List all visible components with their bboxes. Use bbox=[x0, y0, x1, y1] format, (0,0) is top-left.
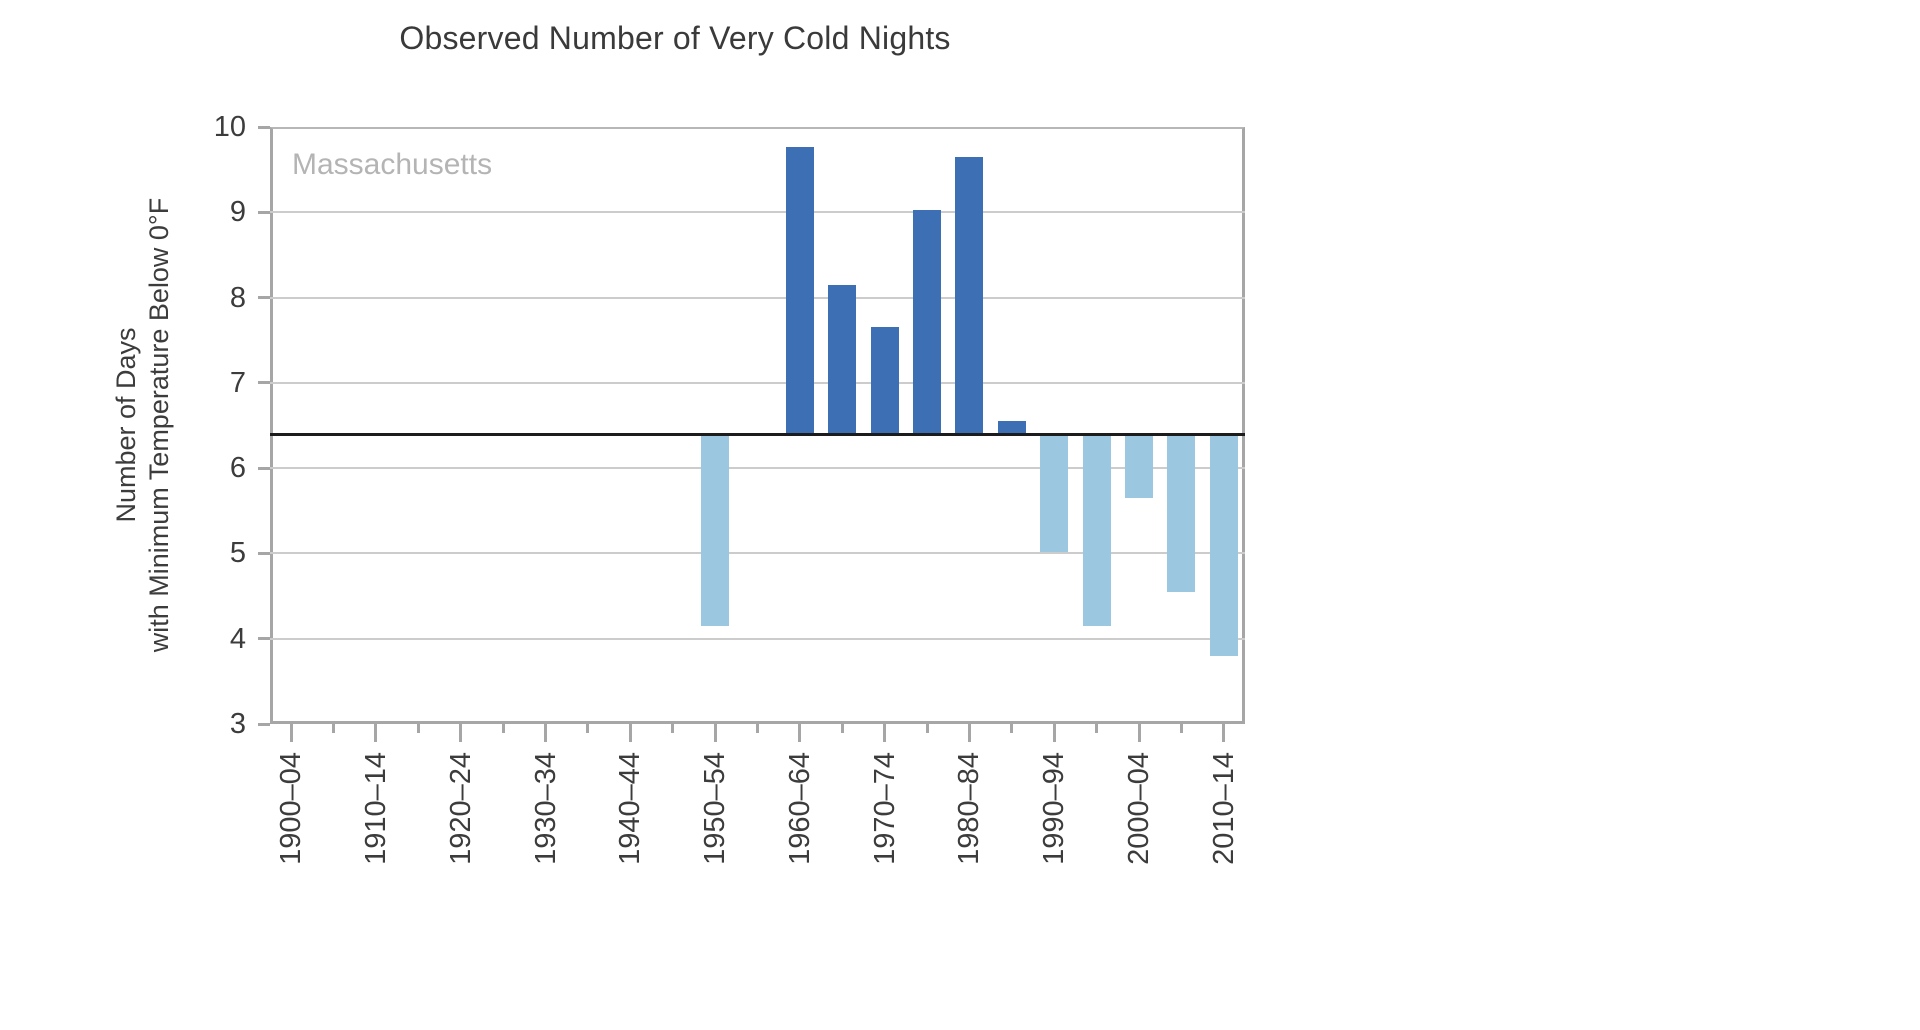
y-tick-3 bbox=[258, 722, 270, 726]
x-tick-2010–14 bbox=[1222, 724, 1226, 742]
bar-1985–89 bbox=[997, 421, 1026, 435]
x-tick-1930–34 bbox=[544, 724, 548, 742]
x-tick-label-1920–24: 1920–24 bbox=[444, 752, 477, 865]
baseline-average bbox=[270, 432, 1245, 436]
x-tick-1935–39 bbox=[586, 724, 590, 733]
bar-1980–84 bbox=[955, 156, 984, 435]
gridline-8 bbox=[270, 296, 1245, 299]
y-tick-6 bbox=[258, 466, 270, 470]
x-tick-1990–94 bbox=[1052, 724, 1056, 742]
bar-1965–69 bbox=[828, 284, 857, 435]
x-tick-1965–69 bbox=[840, 724, 844, 733]
y-tick-7 bbox=[258, 381, 270, 385]
y-tick-5 bbox=[258, 551, 270, 555]
gridline-9 bbox=[270, 211, 1245, 214]
y-tick-label-6: 6 bbox=[229, 452, 246, 485]
x-tick-label-1960–64: 1960–64 bbox=[783, 752, 816, 865]
bar-1970–74 bbox=[870, 327, 899, 434]
y-tick-label-5: 5 bbox=[229, 537, 246, 570]
x-tick-1980–84 bbox=[967, 724, 971, 742]
x-tick-1945–49 bbox=[671, 724, 675, 733]
x-tick-1925–29 bbox=[501, 724, 505, 733]
bar-1975–79 bbox=[913, 209, 942, 435]
x-tick-1905–09 bbox=[332, 724, 336, 733]
x-tick-1995–99 bbox=[1095, 724, 1099, 733]
bar-1995–99 bbox=[1082, 434, 1111, 626]
x-tick-label-1900–04: 1900–04 bbox=[275, 752, 308, 865]
gridline-7 bbox=[270, 381, 1245, 384]
x-tick-1950–54 bbox=[713, 724, 717, 742]
x-tick-1910–14 bbox=[374, 724, 378, 742]
x-tick-1955–59 bbox=[756, 724, 759, 733]
x-tick-2005–09 bbox=[1179, 724, 1183, 733]
y-tick-10 bbox=[258, 125, 270, 129]
plot-area bbox=[270, 127, 1245, 724]
x-tick-label-1950–54: 1950–54 bbox=[699, 752, 732, 865]
x-tick-label-1930–34: 1930–34 bbox=[529, 752, 562, 865]
gridline-5 bbox=[270, 552, 1245, 555]
x-tick-label-1980–84: 1980–84 bbox=[953, 752, 986, 865]
gridline-6 bbox=[270, 467, 1245, 470]
x-tick-label-1940–44: 1940–44 bbox=[614, 752, 647, 865]
bar-2010–14 bbox=[1209, 434, 1238, 656]
x-tick-1975–79 bbox=[925, 724, 929, 733]
x-tick-1915–19 bbox=[416, 724, 420, 733]
x-tick-1920–24 bbox=[459, 724, 463, 742]
bar-2005–09 bbox=[1167, 434, 1196, 592]
y-axis-title-line1: Number of Days bbox=[111, 327, 141, 523]
bar-1960–64 bbox=[785, 146, 814, 435]
y-tick-4 bbox=[258, 637, 270, 641]
y-axis-title: Number of Days with Minimum Temperature … bbox=[110, 145, 176, 705]
x-tick-label-1910–14: 1910–14 bbox=[359, 752, 392, 865]
y-tick-label-4: 4 bbox=[229, 622, 246, 655]
region-label: Massachusetts bbox=[292, 148, 493, 181]
x-tick-1960–64 bbox=[798, 724, 802, 742]
chart-title: Observed Number of Very Cold Nights bbox=[399, 20, 951, 56]
y-tick-label-3: 3 bbox=[229, 708, 246, 740]
x-tick-label-2000–04: 2000–04 bbox=[1123, 752, 1156, 865]
x-tick-label-1990–94: 1990–94 bbox=[1038, 752, 1071, 865]
x-tick-1900–04 bbox=[289, 724, 293, 742]
x-tick-1940–44 bbox=[628, 724, 632, 742]
y-tick-label-9: 9 bbox=[229, 196, 246, 229]
y-tick-8 bbox=[258, 296, 270, 300]
y-tick-label-10: 10 bbox=[213, 111, 246, 143]
x-tick-1985–89 bbox=[1010, 724, 1014, 733]
y-tick-label-7: 7 bbox=[229, 366, 246, 399]
y-tick-9 bbox=[258, 210, 270, 214]
x-tick-2000–04 bbox=[1137, 724, 1141, 742]
y-tick-label-8: 8 bbox=[229, 281, 246, 314]
bar-1950–54 bbox=[701, 434, 730, 626]
bar-1990–94 bbox=[1040, 434, 1069, 552]
x-tick-1970–74 bbox=[883, 724, 887, 742]
x-tick-label-2010–14: 2010–14 bbox=[1207, 752, 1240, 865]
gridline-4 bbox=[270, 637, 1245, 640]
x-tick-label-1970–74: 1970–74 bbox=[868, 752, 901, 865]
bar-2000–04 bbox=[1125, 434, 1154, 498]
